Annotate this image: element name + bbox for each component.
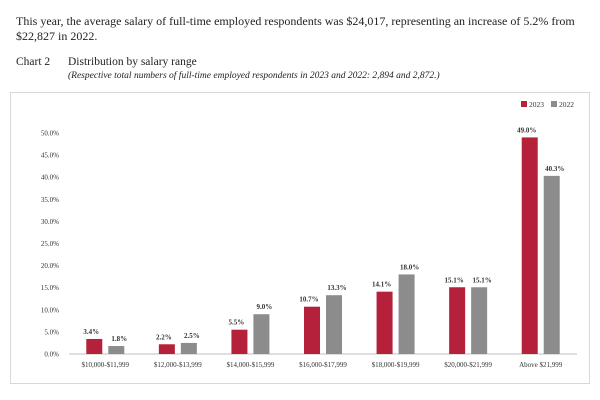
- chart-heading: Chart 2 Distribution by salary range: [16, 56, 197, 68]
- x-tick-label: $18,000-$19,999: [372, 361, 420, 369]
- chart-panel: 0.0% 5.0% 10.0% 15.0% 20.0% 25.0% 30.0% 35.0% 40…: [10, 92, 590, 384]
- y-tick-label: 30.0%: [41, 218, 59, 226]
- legend-label-2023: 2023: [529, 100, 544, 109]
- data-label-2023-3: 5.5%: [229, 319, 245, 327]
- bar-2022-5: [398, 274, 415, 354]
- bar-2023-1: [86, 338, 103, 354]
- x-tick-label: $20,000-$21,999: [444, 361, 492, 369]
- y-tick-label: 45.0%: [41, 152, 59, 160]
- bar-2022-6: [471, 287, 488, 354]
- bar-2022-4: [326, 295, 342, 354]
- chart-subtitle: (Respective total numbers of full-time e…: [68, 71, 440, 81]
- bar-2022-2: [180, 342, 197, 354]
- bar-2022-7: [543, 175, 560, 354]
- bar-2023-6: [449, 287, 466, 354]
- y-tick-label: 0.0%: [44, 351, 59, 359]
- data-label-2022-7: 40.3%: [545, 165, 564, 173]
- x-tick-label: $10,000-$11,999: [81, 361, 129, 369]
- bar-2023-2: [158, 344, 175, 354]
- data-label-2022-5: 18.0%: [400, 263, 419, 271]
- data-label-2023-7: 49.0%: [517, 126, 536, 134]
- intro-paragraph: This year, the average salary of full-ti…: [16, 14, 575, 43]
- data-label-2023-4: 10.7%: [299, 296, 318, 304]
- bar-chart: 0.0% 5.0% 10.0% 15.0% 20.0% 25.0% 30.0% 35.0% 40…: [41, 100, 577, 369]
- data-label-2022-1: 1.8%: [111, 335, 127, 343]
- y-tick-label: 20.0%: [41, 262, 59, 270]
- y-tick-label: 5.0%: [44, 328, 59, 336]
- y-tick-label: 10.0%: [41, 306, 59, 314]
- data-label-2023-2: 2.2%: [156, 333, 172, 341]
- legend-label-2022: 2022: [559, 100, 574, 109]
- data-label-2023-1: 3.4%: [83, 328, 99, 336]
- legend-swatch-2022: [551, 101, 557, 107]
- data-label-2022-6: 15.1%: [473, 276, 492, 284]
- data-label-2022-3: 9.0%: [257, 303, 273, 311]
- bar-2022-3: [253, 314, 270, 354]
- data-label-2022-2: 2.5%: [184, 332, 200, 340]
- x-tick-label: Above $21,999: [519, 361, 563, 369]
- bar-2022-1: [108, 346, 125, 354]
- bar-2023-5: [376, 291, 393, 354]
- bar-2023-4: [304, 306, 320, 354]
- legend-swatch-2023: [521, 101, 527, 107]
- y-tick-label: 50.0%: [41, 130, 59, 138]
- x-tick-label: $12,000-$13,999: [154, 361, 202, 369]
- x-tick-label: $14,000-$15,999: [227, 361, 275, 369]
- bar-2023-3: [231, 329, 248, 354]
- y-tick-label: 25.0%: [41, 240, 59, 248]
- y-tick-label: 15.0%: [41, 284, 59, 292]
- chart-title: Distribution by salary range: [68, 56, 197, 68]
- data-label-2023-6: 15.1%: [445, 276, 464, 284]
- x-tick-label: $16,000-$17,999: [299, 361, 347, 369]
- bar-2023-7: [521, 137, 538, 354]
- y-tick-label: 40.0%: [41, 174, 59, 182]
- y-tick-label: 35.0%: [41, 196, 59, 204]
- data-label-2022-4: 13.3%: [327, 284, 346, 292]
- chart-number: Chart 2: [16, 56, 51, 68]
- data-label-2023-5: 14.1%: [372, 281, 391, 289]
